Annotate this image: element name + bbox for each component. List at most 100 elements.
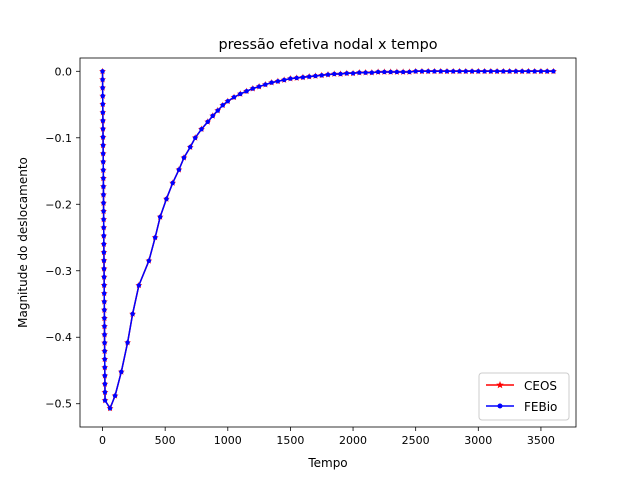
data-point-febio <box>193 135 198 140</box>
data-point-febio <box>102 340 107 346</box>
data-point-febio <box>332 71 337 77</box>
legend: CEOS FEBio <box>478 372 570 421</box>
data-point-febio <box>250 86 256 91</box>
data-point-febio <box>313 73 318 79</box>
data-point-febio <box>300 75 306 80</box>
data-point-febio <box>363 70 368 75</box>
y-tick-label: −0.2 <box>45 198 72 211</box>
data-point-febio <box>307 74 312 79</box>
data-point-febio <box>220 103 225 108</box>
data-point-febio <box>231 95 237 100</box>
data-point-febio <box>551 69 556 74</box>
data-point-febio <box>544 69 550 74</box>
data-point-febio <box>225 99 230 104</box>
data-point-febio <box>146 258 152 263</box>
data-point-febio <box>494 69 500 74</box>
data-point-febio <box>101 192 106 197</box>
data-point-febio <box>101 250 107 255</box>
data-point-febio <box>112 393 118 398</box>
x-tick-label: 1500 <box>276 434 304 447</box>
data-point-febio <box>100 134 106 140</box>
data-point-febio <box>101 274 107 280</box>
data-point-febio <box>125 340 130 345</box>
data-point-febio <box>519 69 525 74</box>
data-point-febio <box>100 143 106 148</box>
data-point-febio <box>457 69 462 74</box>
data-point-febio <box>325 72 331 77</box>
data-point-febio <box>102 357 107 362</box>
data-point-febio <box>188 144 193 150</box>
data-point-febio <box>170 180 175 186</box>
data-point-febio <box>101 233 107 239</box>
data-point-febio <box>102 332 107 337</box>
data-point-febio <box>532 69 537 74</box>
data-point-febio <box>400 69 406 75</box>
x-tick-label: 3500 <box>527 434 555 447</box>
data-point-febio <box>269 80 274 85</box>
data-point-febio <box>338 71 343 77</box>
legend-label-ceos: CEOS <box>524 379 557 393</box>
data-point-febio <box>294 75 299 81</box>
data-point-febio <box>100 110 106 115</box>
data-point-febio <box>375 69 381 75</box>
data-point-febio <box>215 108 220 113</box>
legend-label-febio: FEBio <box>524 400 557 414</box>
data-point-febio <box>102 307 107 313</box>
data-point-febio <box>432 69 437 74</box>
data-point-febio <box>281 77 287 83</box>
legend-marker-febio <box>497 403 503 409</box>
data-point-febio <box>102 398 108 403</box>
data-point-febio <box>100 102 106 107</box>
data-point-febio <box>344 71 349 76</box>
x-tick-label: 2000 <box>339 434 367 447</box>
data-point-febio <box>526 69 531 74</box>
data-point-febio <box>101 266 107 271</box>
data-point-febio <box>130 311 135 317</box>
plot-area <box>79 57 577 428</box>
data-point-febio <box>102 315 107 321</box>
data-point-febio <box>507 69 512 74</box>
data-point-febio <box>100 126 106 132</box>
data-point-febio <box>102 299 107 304</box>
data-point-febio <box>100 151 106 156</box>
data-point-febio <box>100 69 105 74</box>
data-point-febio <box>438 69 443 74</box>
data-point-febio <box>319 73 324 78</box>
x-tick-label: 500 <box>155 434 176 447</box>
x-axis-label: Tempo <box>307 456 347 470</box>
x-tick-label: 1000 <box>214 434 242 447</box>
data-point-febio <box>357 70 362 75</box>
y-axis-label: Magnitude do deslocamento <box>16 157 30 328</box>
data-point-febio <box>107 406 113 411</box>
y-axis-ticks: 0.0 −0.1 −0.2 −0.3 −0.4 −0.5 <box>45 65 80 411</box>
y-tick-label: 0.0 <box>55 65 73 78</box>
chart-title: pressão efetiva nodal x tempo <box>218 37 437 53</box>
data-point-febio <box>101 176 106 181</box>
data-point-febio <box>102 291 107 296</box>
data-point-febio <box>256 84 262 89</box>
data-point-febio <box>210 113 215 119</box>
data-point-febio <box>101 225 106 230</box>
data-point-febio <box>263 82 268 87</box>
data-point-febio <box>382 69 387 75</box>
series-layer <box>99 67 557 412</box>
data-point-febio <box>451 69 456 74</box>
x-tick-label: 3000 <box>464 434 492 447</box>
data-point-febio <box>199 126 204 132</box>
data-point-febio <box>426 69 431 74</box>
data-point-febio <box>101 184 106 189</box>
data-point-febio <box>102 365 108 370</box>
data-point-febio <box>444 69 450 74</box>
data-point-febio <box>102 348 107 354</box>
data-point-febio <box>238 91 243 97</box>
data-point-febio <box>101 200 106 206</box>
data-point-febio <box>419 69 425 74</box>
data-point-febio <box>369 70 375 75</box>
data-point-febio <box>501 69 506 74</box>
data-point-febio <box>463 69 468 74</box>
data-point-febio <box>476 69 481 74</box>
data-point-febio <box>102 324 107 329</box>
data-point-febio <box>288 76 293 81</box>
data-point-febio <box>101 217 106 222</box>
